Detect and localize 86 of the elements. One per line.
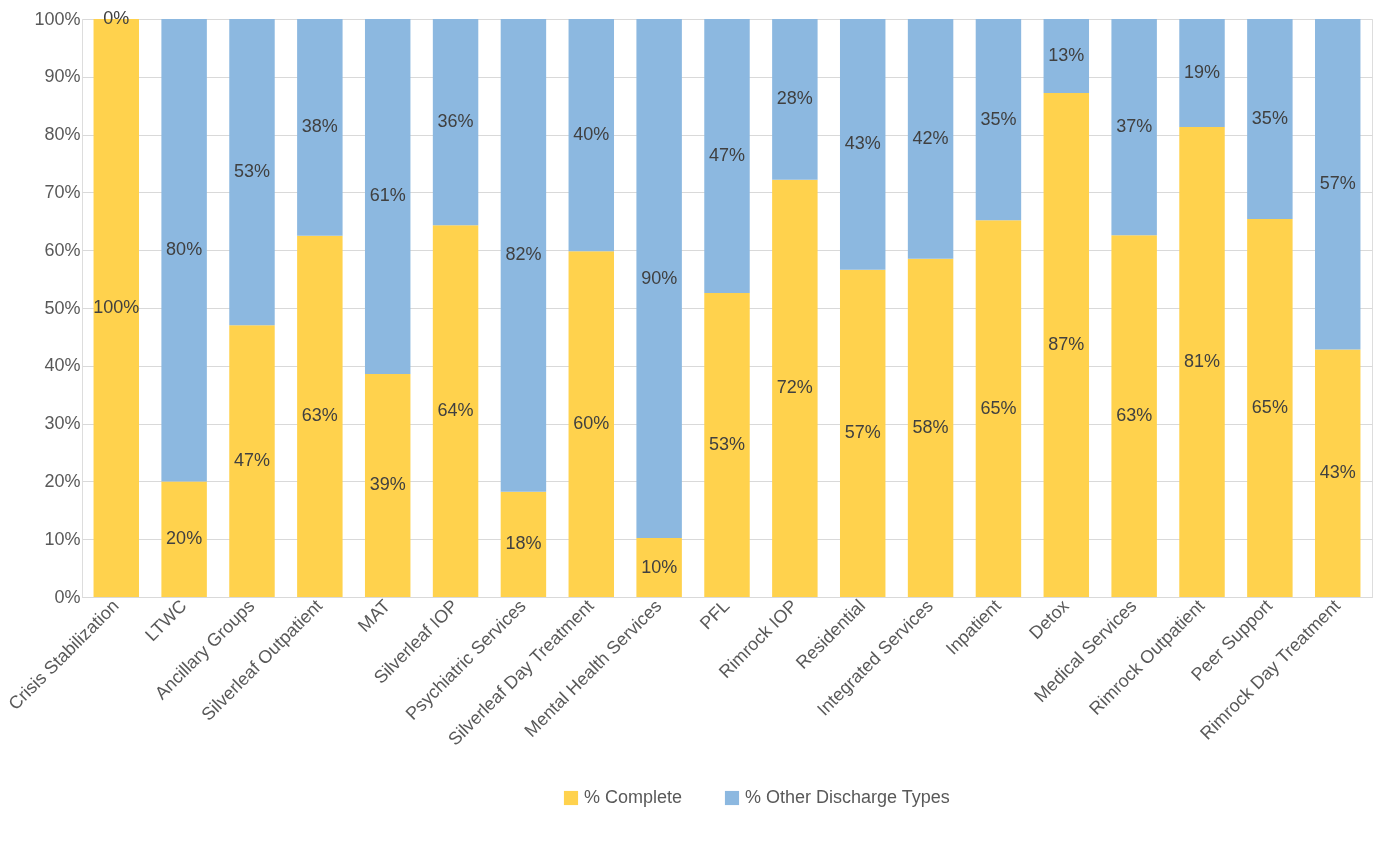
data-label: 43% [1319,462,1356,483]
data-label: 82% [505,244,542,265]
bar [839,269,886,597]
data-label: 47% [708,144,746,165]
bar [1315,19,1361,350]
data-label: 10% [641,556,678,577]
bar [704,292,750,597]
data-label: 39% [369,474,406,495]
bar [229,325,275,597]
data-label: 40% [573,124,610,145]
bar [907,19,954,259]
data-label: 63% [1116,405,1153,426]
data-label: 38% [301,116,338,137]
bar [432,225,479,597]
bar [568,19,615,252]
bar [161,19,207,482]
bar [1247,19,1293,219]
data-label: 57% [1319,173,1356,194]
data-label: 13% [1048,44,1085,65]
data-label: 53% [233,161,270,182]
bar [500,491,547,597]
bar [229,19,275,326]
bar [1315,349,1361,597]
y-tick-label: 80% [44,124,81,145]
y-tick-label: 70% [44,181,81,202]
data-label: 87% [1048,333,1085,354]
legend-label: % Complete [584,787,683,807]
data-label: 100% [93,297,140,317]
data-label: 20% [166,528,203,549]
data-label: 35% [1251,107,1288,128]
data-label: 35% [980,108,1017,129]
data-label: 61% [369,185,406,206]
bar [772,19,818,180]
bar [364,19,411,374]
data-label: 43% [844,133,881,154]
bar [1179,127,1225,597]
data-label: 60% [573,413,610,434]
data-label: 64% [437,400,474,421]
bar [161,481,207,597]
data-label: 65% [980,397,1017,418]
y-tick-label: 50% [44,297,81,318]
bar [975,19,1022,221]
y-tick-label: 90% [44,66,81,87]
bar [1043,92,1090,597]
data-label: 63% [301,405,338,426]
bar [1043,19,1090,93]
data-label: 18% [505,533,542,554]
data-label: 81% [1184,351,1221,372]
bar [297,19,343,236]
bar [772,179,818,597]
bar [636,538,682,597]
y-tick-label: 20% [44,470,81,491]
bar [907,258,954,597]
bar [1111,235,1157,597]
bar [500,19,547,492]
y-tick-label: 60% [44,239,81,260]
y-tick-label: 10% [44,528,81,549]
data-label: 90% [641,267,678,288]
data-label: 57% [844,422,881,443]
bar [636,19,682,539]
data-label: 36% [437,111,474,132]
data-label: 58% [912,416,949,437]
bar [364,373,411,597]
data-label: 65% [1251,396,1288,417]
data-label: 80% [166,239,203,260]
data-label: 42% [912,127,949,148]
bar [704,19,750,293]
y-tick-label: 0% [54,586,81,607]
data-label: 28% [776,88,813,109]
bar [1247,218,1293,597]
data-label: 47% [233,450,270,471]
data-label: 37% [1116,116,1153,137]
bar [432,19,479,226]
bar [839,19,886,270]
y-tick-label: 40% [44,355,81,376]
bar [1179,19,1225,128]
legend-label: % Other Discharge Types [745,787,950,807]
data-label: 19% [1184,62,1221,83]
bar [568,251,615,597]
bar [297,235,343,597]
y-tick-label: 30% [44,413,81,434]
data-label: 53% [708,433,746,454]
data-label: 72% [776,377,813,398]
y-tick-label: 100% [34,8,81,29]
bar [975,220,1022,597]
bar [1111,19,1157,236]
